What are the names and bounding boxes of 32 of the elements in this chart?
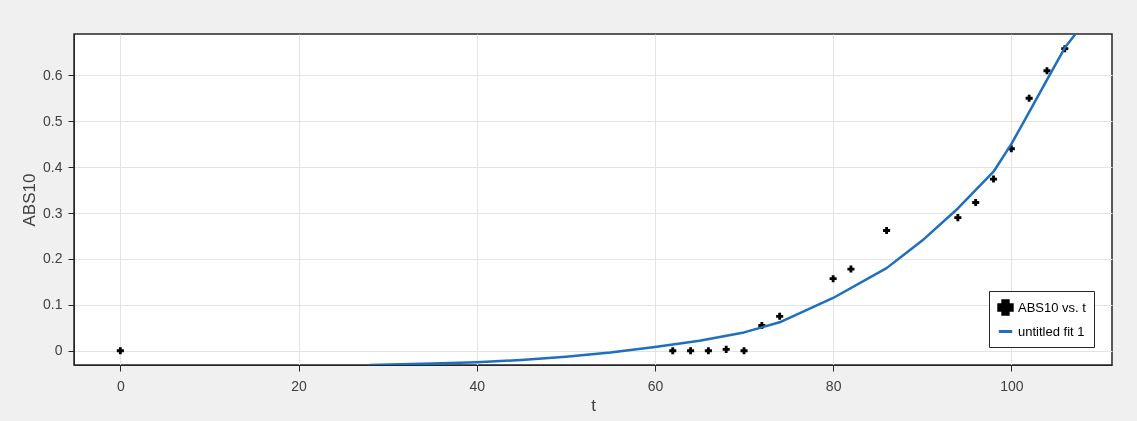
y-tick-label: 0 [54,342,63,359]
y-tick-label: 0.6 [43,66,63,83]
point [687,347,695,355]
y-tick-label: 0.5 [43,112,63,129]
point [740,347,748,355]
x-tick-label: 0 [116,377,125,394]
x-tick-label: 60 [647,377,664,394]
y-tick-label: 0.1 [43,296,63,313]
point [704,347,712,355]
x-tick-label: 100 [1000,377,1024,394]
y-tick-label: 0.2 [43,250,63,267]
legend-label: ABS10 vs. t [1018,299,1087,315]
x-tick-label: 20 [291,377,308,394]
x-tick-label: 40 [469,377,486,394]
point [954,214,962,222]
y-tick-label: 0.4 [43,158,63,175]
point [116,347,124,355]
legend-label: untitled fit 1 [1018,323,1085,339]
point [722,345,730,353]
y-tick-label: 0.3 [43,204,63,221]
x-axis-title: t [591,395,597,415]
point [1043,67,1051,75]
point [989,175,998,183]
point [776,312,784,320]
point [972,198,980,207]
point [883,226,891,235]
point [1025,94,1033,102]
x-tick-label: 80 [825,377,842,394]
y-axis-title: ABS10 [20,173,40,227]
line-series [368,34,1077,365]
point [669,347,677,355]
point [829,275,837,283]
